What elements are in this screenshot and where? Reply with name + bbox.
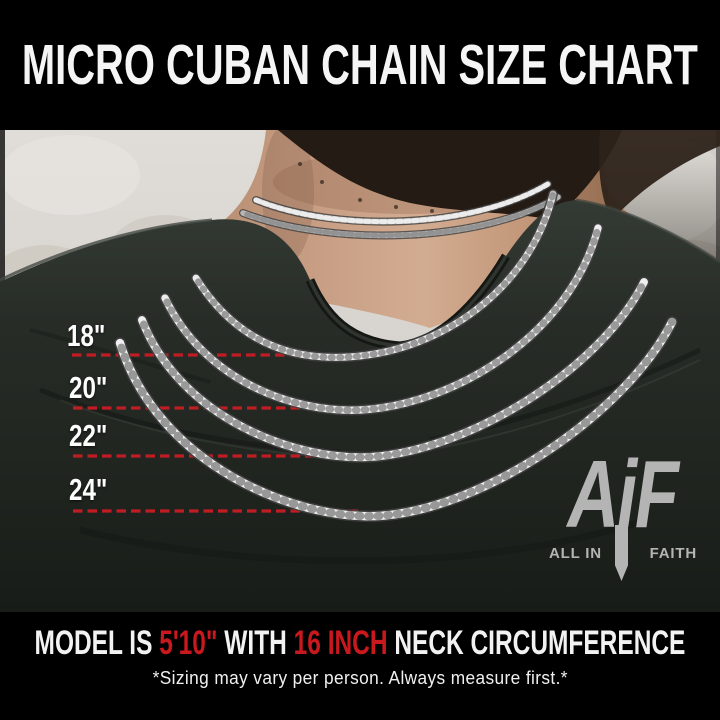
model-info-segment: NECK CIRCUMFERENCE xyxy=(387,624,686,662)
brand-text-left: ALL IN xyxy=(549,545,602,562)
model-info-line: MODEL IS 5'10" WITH 16 INCH NECK CIRCUMF… xyxy=(35,625,686,661)
sizing-disclaimer: *Sizing may vary per person. Always meas… xyxy=(152,668,568,688)
size-label-18in: 18" xyxy=(67,318,106,353)
cross-blade-icon xyxy=(615,525,628,581)
shoulder-seam-right xyxy=(575,198,720,264)
chain-24in xyxy=(114,316,678,522)
shoulder-seam-left xyxy=(0,218,213,282)
hair-right-shape xyxy=(598,130,720,220)
bottom-banner: MODEL IS 5'10" WITH 16 INCH NECK CIRCUMF… xyxy=(0,612,720,720)
chain-20in xyxy=(159,222,604,416)
model-height-value: 5'10" xyxy=(159,624,218,662)
wall-texture xyxy=(0,135,140,215)
size-label-22in: 22" xyxy=(69,418,108,453)
chain-18in xyxy=(191,189,558,363)
size-label-24in: 24" xyxy=(69,472,108,507)
brand-text-right: FAITH xyxy=(649,545,697,562)
brand-logo: AiF ALL IN FAITH xyxy=(544,441,700,585)
top-banner: MICRO CUBAN CHAIN SIZE CHART xyxy=(0,0,720,130)
model-info-segment: WITH xyxy=(217,624,294,662)
chain-neck-wrap xyxy=(239,180,562,240)
model-info-segment: MODEL IS xyxy=(34,624,160,662)
model-photo xyxy=(0,130,720,612)
model-neck-value: 16 INCH xyxy=(293,624,388,662)
size-label-20in: 20" xyxy=(69,370,108,405)
brand-wordmark: ALL IN FAITH xyxy=(544,545,700,562)
beard-shape xyxy=(278,130,622,220)
chain-22in xyxy=(136,276,650,463)
brand-monogram: AiF xyxy=(567,441,678,548)
photo-illustration xyxy=(0,130,720,612)
chart-title: MICRO CUBAN CHAIN SIZE CHART xyxy=(21,33,699,97)
